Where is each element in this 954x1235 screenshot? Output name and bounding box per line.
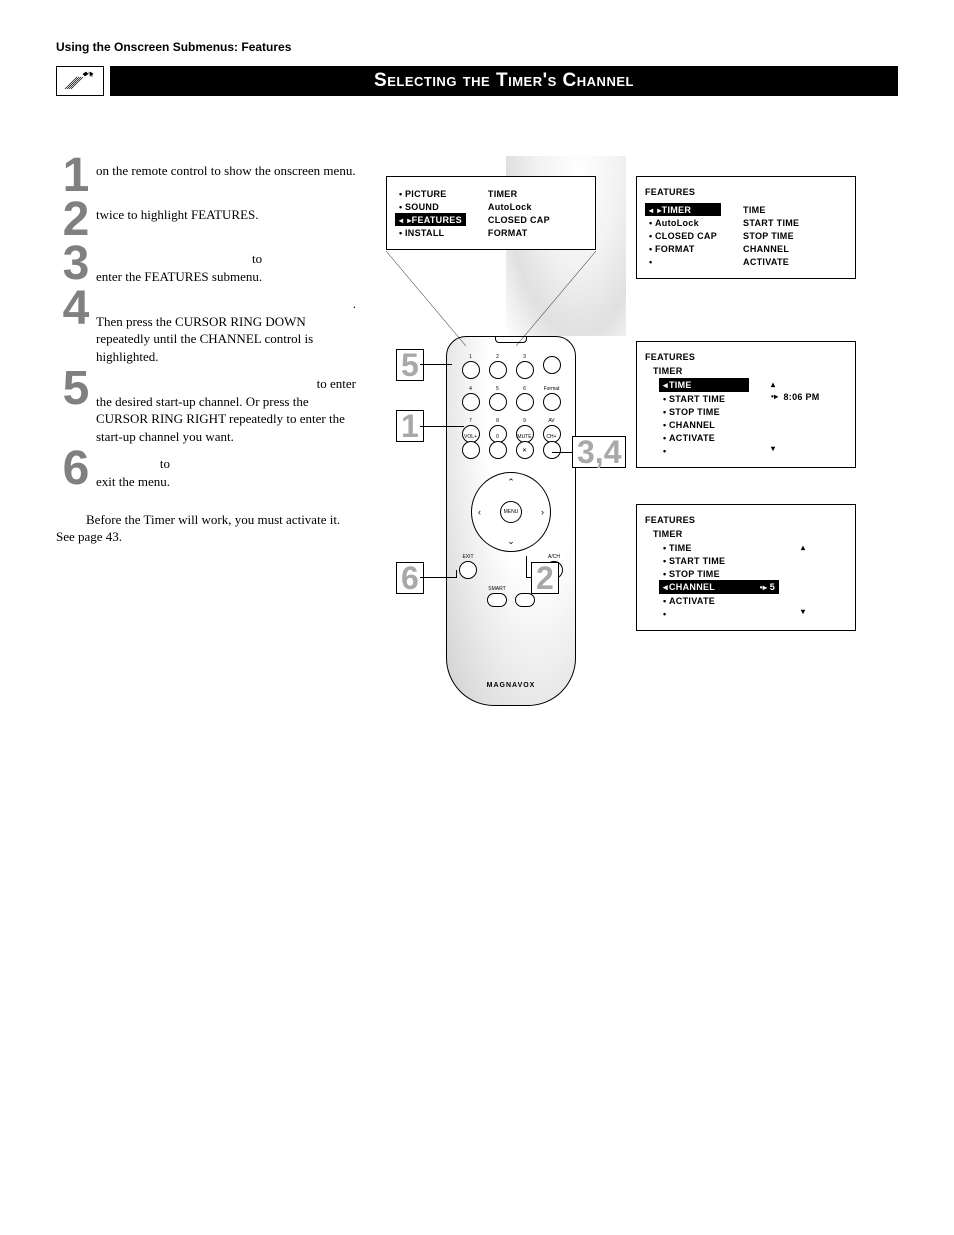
cursor-right-icon[interactable]: ›	[541, 507, 544, 517]
breadcrumb: Using the Onscreen Submenus: Features	[56, 40, 898, 54]
note-text: Before the Timer will work, you must act…	[56, 511, 356, 546]
osd-scroll: ▴ ▾	[797, 541, 809, 620]
menu-button[interactable]: MENU	[500, 501, 522, 523]
instructions-column: 1 on the remote control to show the onsc…	[56, 156, 356, 756]
brand-label: MAGNAVOX	[447, 682, 575, 689]
key-4[interactable]	[462, 393, 480, 411]
step-text: on the remote control to show the onscre…	[96, 156, 356, 180]
step-number: 1	[56, 156, 96, 196]
osd-left-list: •PICTURE •SOUND FEATURES •INSTALL	[395, 187, 466, 239]
step-number: 3	[56, 244, 96, 284]
step-2: 2 twice to highlight FEATURES.	[56, 200, 356, 240]
callout-6: 6	[396, 562, 424, 594]
step-number: 5	[56, 369, 96, 409]
cursor-up-icon[interactable]: ⌃	[507, 477, 515, 488]
key-power[interactable]	[543, 356, 561, 374]
callout-2: 2	[531, 562, 559, 594]
step-text: . Then press the CURSOR RING DOWN repeat…	[96, 289, 356, 365]
step-6: 6 to exit the menu.	[56, 449, 356, 490]
title-bar: Selecting the Timer's Channel	[56, 66, 898, 96]
key-smart-2[interactable]	[515, 593, 535, 607]
osd-left-list: •TIME •START TIME •STOP TIME ◂CHANNEL•▸ …	[659, 541, 779, 620]
key-6[interactable]	[516, 393, 534, 411]
key-1[interactable]	[462, 361, 480, 379]
cursor-left-icon[interactable]: ‹	[478, 507, 481, 517]
remote-control: 1 2 3 4 5 6 Format 7 8 9 AV VOL+	[426, 336, 596, 716]
osd-timer-time: FEATURES TIMER ◂TIME •START TIME •STOP T…	[636, 341, 856, 468]
osd-main-menu: •PICTURE •SOUND FEATURES •INSTALL TIMER …	[386, 176, 596, 250]
osd-right-list: TIMER AutoLock CLOSED CAP FORMAT	[484, 187, 554, 239]
step-text: twice to highlight FEATURES.	[96, 200, 259, 224]
step-1: 1 on the remote control to show the onsc…	[56, 156, 356, 196]
cursor-down-icon[interactable]: ⌄	[507, 536, 515, 547]
osd-features-menu: FEATURES TIMER •AutoLock •CLOSED CAP •FO…	[636, 176, 856, 279]
pencil-icon	[56, 66, 104, 96]
key-2[interactable]	[489, 361, 507, 379]
page-title: Selecting the Timer's Channel	[110, 66, 898, 96]
key-smart-1[interactable]	[487, 593, 507, 607]
step-3: 3 to enter the FEATURES submenu.	[56, 244, 356, 285]
callout-34: 3,4	[572, 436, 626, 468]
step-4: 4 . Then press the CURSOR RING DOWN repe…	[56, 289, 356, 365]
osd-right-list: TIME START TIME STOP TIME CHANNEL ACTIVA…	[739, 203, 803, 268]
key-5[interactable]	[489, 393, 507, 411]
key-0[interactable]	[489, 441, 507, 459]
key-ch-up[interactable]	[543, 441, 561, 459]
diagram-area: •PICTURE •SOUND FEATURES •INSTALL TIMER …	[376, 156, 898, 756]
step-number: 2	[56, 200, 96, 240]
step-5: 5 to enter the desired start-up channel.…	[56, 369, 356, 445]
key-vol-up[interactable]	[462, 441, 480, 459]
step-number: 4	[56, 289, 96, 329]
step-number: 6	[56, 449, 96, 489]
callout-5: 5	[396, 349, 424, 381]
key-3[interactable]	[516, 361, 534, 379]
step-text: to enter the desired start-up channel. O…	[96, 369, 356, 445]
key-format[interactable]	[543, 393, 561, 411]
projection-lines	[386, 251, 596, 346]
osd-left-list: TIMER •AutoLock •CLOSED CAP •FORMAT •	[645, 203, 721, 268]
cursor-ring[interactable]: MENU ⌃ ⌄ ‹ ›	[471, 472, 551, 552]
step-text: to enter the FEATURES submenu.	[96, 244, 262, 285]
key-exit[interactable]	[459, 561, 477, 579]
osd-value-list: ▴ •▸ 8:06 PM ▾	[767, 378, 824, 457]
key-mute[interactable]: ✕	[516, 441, 534, 459]
osd-timer-channel: FEATURES TIMER •TIME •START TIME •STOP T…	[636, 504, 856, 631]
osd-left-list: ◂TIME •START TIME •STOP TIME •CHANNEL •A…	[659, 378, 749, 457]
step-text: to exit the menu.	[96, 449, 170, 490]
